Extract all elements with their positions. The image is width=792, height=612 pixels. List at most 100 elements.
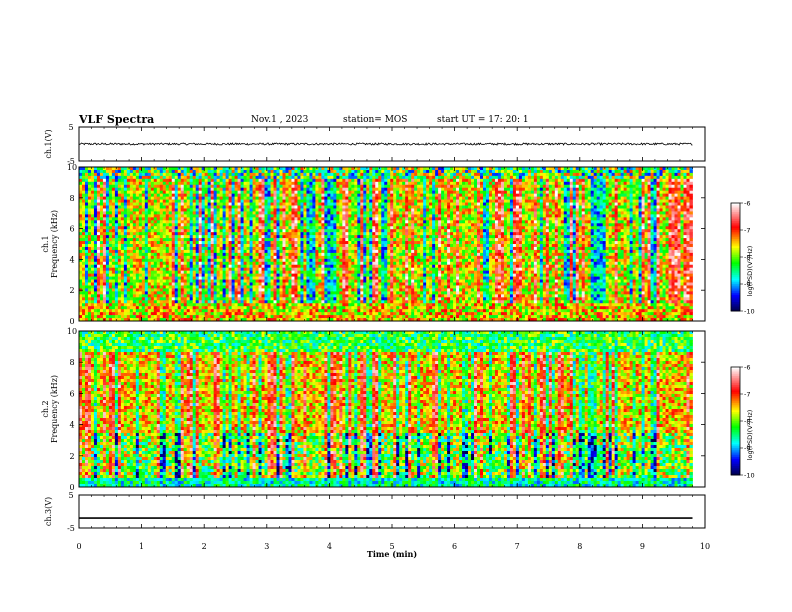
spectrogram-cell — [168, 196, 173, 200]
spectrogram-cell — [357, 187, 361, 192]
spectrogram-cell — [279, 297, 283, 301]
spectrogram-cell — [183, 187, 188, 192]
spectrogram-cell — [174, 167, 179, 171]
spectrogram-cell — [135, 285, 140, 289]
spectrogram-cell — [354, 190, 358, 195]
spectrogram-cell — [174, 318, 179, 322]
spectrogram-cell — [258, 258, 262, 263]
spectrogram-cell — [79, 297, 83, 301]
spectrogram-cell — [93, 306, 98, 310]
spectrogram-cell — [105, 223, 110, 227]
spectrogram-cell — [249, 217, 253, 221]
spectrogram-cell — [81, 267, 86, 272]
spectrogram-cell — [252, 172, 256, 177]
spectrogram-cell — [252, 217, 256, 221]
spectrogram-cell — [222, 226, 227, 230]
spectrogram-cell — [225, 175, 230, 180]
spectrogram-cell — [79, 187, 83, 192]
spectrogram-cell — [147, 294, 152, 298]
spectrogram-cell — [246, 214, 250, 218]
spectrogram-cell — [174, 244, 179, 248]
spectrogram-cell — [294, 223, 298, 227]
spectrogram-cell — [135, 255, 140, 260]
spectrogram-cell — [276, 291, 280, 295]
spectrogram-cell — [303, 229, 307, 233]
spectrogram-cell — [297, 309, 301, 313]
spectrogram-cell — [324, 172, 328, 177]
spectrogram-cell — [267, 208, 271, 212]
spectrogram-cell — [108, 246, 113, 251]
spectrogram-cell — [117, 244, 122, 248]
spectrogram-cell — [345, 214, 349, 218]
spectrogram-cell — [330, 273, 334, 277]
spectrogram-cell — [171, 244, 176, 248]
spectrogram-cell — [162, 196, 167, 200]
spectrogram-cell — [111, 172, 116, 177]
spectrogram-cell — [300, 175, 304, 180]
spectrogram-cell — [117, 175, 122, 180]
spectrogram-cell — [144, 205, 149, 209]
spectrogram-cell — [183, 276, 188, 280]
spectrogram-cell — [144, 208, 149, 212]
spectrogram-cell — [192, 276, 197, 280]
spectrogram-cell — [183, 193, 188, 198]
spectrogram-cell — [333, 315, 337, 319]
spectrogram-cell — [183, 202, 188, 206]
spectrogram-cell — [150, 190, 155, 195]
spectrogram-cell — [354, 297, 358, 301]
spectrogram-cell — [150, 211, 155, 215]
spectrogram-cell — [165, 232, 170, 236]
spectrogram-cell — [141, 217, 146, 221]
spectrogram-cell — [198, 199, 203, 203]
spectrogram-cell — [117, 261, 122, 266]
spectrogram-cell — [132, 241, 137, 245]
spectrogram-cell — [222, 181, 227, 186]
spectrogram-cell — [288, 196, 292, 200]
spectrogram-cell — [342, 264, 346, 269]
spectrogram-cell — [345, 288, 349, 292]
spectrogram-cell — [84, 264, 89, 269]
spectrogram-cell — [79, 217, 83, 221]
spectrogram-cell — [201, 187, 206, 192]
ch1-waveform-line — [78, 142, 693, 146]
spectrogram-cell — [273, 208, 277, 212]
spectrogram-cell — [231, 255, 236, 260]
spectrogram-cell — [237, 208, 241, 212]
spectrogram-cell — [312, 300, 316, 304]
spectrogram-cell — [159, 205, 164, 209]
spectrogram-cell — [345, 208, 349, 212]
spectrogram-cell — [351, 217, 355, 221]
spectrogram-cell — [243, 181, 247, 186]
spectrogram-cell — [339, 261, 343, 266]
spectrogram-cell — [123, 270, 128, 275]
spectrogram-cell — [219, 238, 224, 242]
spectrogram-cell — [318, 244, 322, 248]
spectrogram-cell — [102, 199, 107, 203]
spectrogram-cell — [81, 187, 86, 192]
spectrogram-cell — [336, 241, 340, 245]
spectrogram-cell — [255, 167, 259, 171]
spectrogram-cell — [312, 285, 316, 289]
spectrogram-cell — [309, 172, 313, 177]
spectrogram-cell — [177, 270, 182, 275]
spectrogram-cell — [228, 261, 233, 266]
spectrogram-cell — [297, 261, 301, 266]
spectrogram-cell — [285, 214, 289, 218]
spectrogram-cell — [306, 184, 310, 189]
spectrogram-cell — [117, 267, 122, 272]
spectrogram-cell — [105, 187, 110, 192]
spectrogram-cell — [99, 264, 104, 269]
spectrogram-cell — [339, 273, 343, 277]
spectrogram-cell — [219, 193, 224, 198]
spectrogram-cell — [156, 306, 161, 310]
spectrogram-cell — [135, 264, 140, 269]
spectrogram-cell — [198, 226, 203, 230]
spectrogram-cell — [87, 300, 92, 304]
spectrogram-cell — [90, 229, 95, 233]
spectrogram-cell — [204, 261, 209, 266]
spectrogram-cell — [291, 300, 295, 304]
spectrogram-cell — [306, 288, 310, 292]
spectrogram-cell — [303, 258, 307, 263]
spectrogram-cell — [243, 244, 247, 248]
spectrogram-cell — [219, 214, 224, 218]
